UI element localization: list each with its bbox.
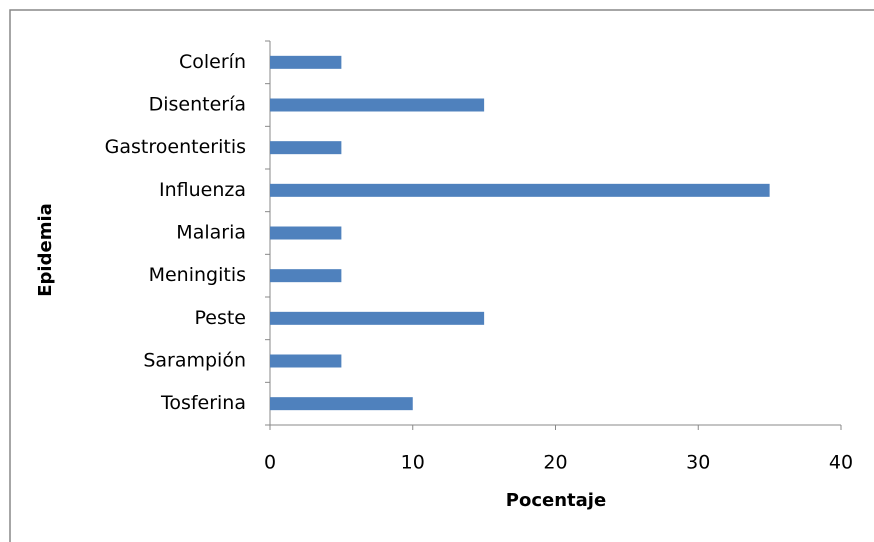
x-tick-label: 40 [829,452,853,474]
bar [270,397,413,411]
y-tick-label: Gastroenteritis [105,136,246,158]
bar [270,183,770,197]
y-tick-label: Meningitis [149,264,246,286]
x-axis-title: Pocentaje [506,490,606,511]
bar [270,55,342,69]
bar [270,269,342,283]
y-axis-title: Epidemia [35,203,56,297]
y-tick-label: Disentería [149,94,246,116]
bar [270,98,485,112]
y-tick-label: Sarampión [143,350,246,372]
chart-frame [9,9,874,542]
x-tick-label: 30 [686,452,710,474]
y-tick-label: Peste [194,307,246,329]
bar [270,354,342,368]
y-tick-label: Tosferina [160,392,246,414]
bar [270,226,342,240]
bar [270,311,485,325]
x-tick-label: 0 [264,452,276,474]
y-tick-label: Malaria [176,222,246,244]
bar [270,141,342,155]
y-tick-label: Influenza [159,179,246,201]
x-tick-label: 10 [401,452,425,474]
x-tick-label: 20 [543,452,567,474]
y-tick-label: Colerín [179,51,246,73]
